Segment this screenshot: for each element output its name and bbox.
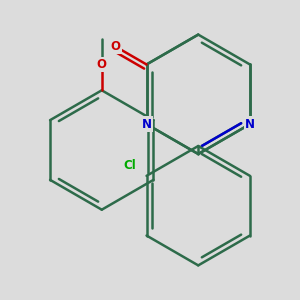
Text: N: N <box>142 118 152 131</box>
Text: Cl: Cl <box>123 159 136 172</box>
Text: O: O <box>110 40 121 53</box>
Text: N: N <box>245 118 255 131</box>
Text: O: O <box>97 58 107 71</box>
